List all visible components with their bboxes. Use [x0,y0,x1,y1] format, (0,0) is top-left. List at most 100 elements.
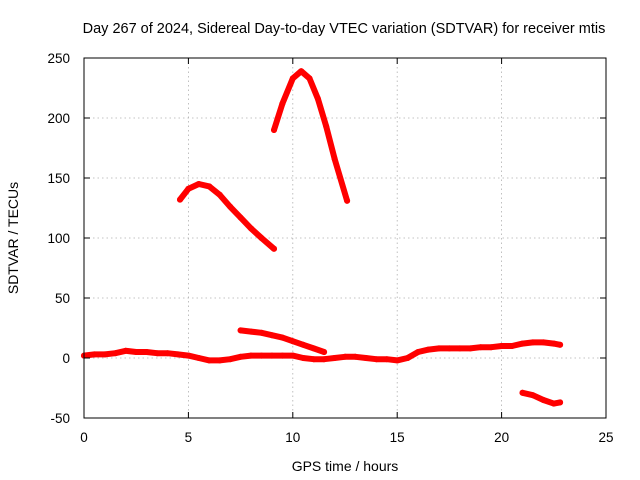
data-point-arc-1 [321,356,328,363]
data-point-arc-3 [279,100,286,107]
data-point-arc-2 [195,181,202,187]
data-point-arc-1 [498,343,505,349]
x-axis-title: GPS time / hours [292,458,399,474]
data-point-arc-1 [133,349,140,355]
data-point-arc-5 [529,392,536,399]
data-point-arc-2 [271,245,277,252]
data-point-arc-1 [101,351,108,358]
data-point-arc-2 [185,185,192,192]
y-tick-label: -50 [50,411,70,426]
series-arc-3 [271,68,351,204]
data-point-arc-1 [300,355,307,361]
data-point-arc-3 [289,75,296,82]
data-point-arc-1 [227,356,234,363]
data-point-arc-2 [258,235,265,241]
data-point-arc-1 [519,340,526,347]
data-point-arc-1 [446,345,453,352]
chart-title: Day 267 of 2024, Sidereal Day-to-day VTE… [83,21,606,37]
data-point-arc-1 [540,339,547,346]
data-point-arc-3 [344,197,351,204]
data-point-arc-3 [271,127,277,133]
data-point-arc-4 [321,349,328,355]
data-point-arc-1 [550,340,557,347]
data-point-arc-1 [436,345,442,352]
x-tick-label: 0 [80,430,88,445]
data-point-arc-1 [154,350,161,357]
data-point-arc-1 [394,357,401,364]
data-point-arc-3 [306,75,313,82]
data-point-arc-1 [268,352,275,359]
data-point-arc-2 [177,196,183,203]
data-point-arc-1 [509,343,515,349]
data-point-arc-1 [362,355,369,361]
data-point-arc-2 [237,214,244,221]
y-tick-label: 200 [47,111,70,126]
data-point-arc-4 [289,338,296,345]
data-point-arc-2 [216,191,223,198]
data-point-arc-1 [352,353,359,360]
y-tick-label: 150 [47,171,70,186]
data-point-arc-5 [557,399,564,406]
data-point-arc-1 [310,356,317,363]
y-tick-label: 50 [55,291,70,306]
data-point-arc-1 [404,355,411,361]
data-point-arc-1 [248,352,254,359]
data-point-arc-1 [258,352,265,359]
x-tick-label: 25 [598,430,613,445]
data-point-arc-2 [206,183,213,190]
data-point-arc-5 [519,389,526,396]
y-tick-label: 0 [62,351,70,366]
data-point-arc-1 [143,349,150,355]
data-point-arc-2 [227,203,234,210]
x-tick-label: 5 [185,430,193,445]
data-point-arc-3 [314,95,321,102]
data-point-arc-4 [300,341,307,348]
data-point-arc-1 [122,347,129,354]
data-point-arc-4 [237,327,244,334]
data-point-arc-3 [323,123,330,130]
y-axis-title: SDTVAR / TECUs [5,182,21,294]
data-point-arc-1 [289,352,296,359]
data-point-arc-1 [342,353,348,360]
data-point-arc-4 [310,345,317,352]
data-point-arc-1 [195,355,202,361]
data-point-arc-1 [467,345,474,352]
data-point-arc-4 [258,329,265,336]
data-point-arc-1 [175,351,181,358]
data-point-arc-2 [248,225,254,232]
data-point-arc-5 [540,397,547,403]
x-tick-label: 10 [285,430,300,445]
data-point-arc-1 [488,344,495,351]
x-tick-label: 15 [390,430,405,445]
data-point-arc-1 [216,357,223,364]
y-tick-label: 250 [47,51,70,66]
data-point-arc-4 [268,332,275,339]
data-point-arc-3 [298,68,305,75]
grid-layer [84,58,606,418]
data-point-arc-1 [279,352,286,359]
x-tick-label: 20 [494,430,509,445]
y-tick-label: 100 [47,231,70,246]
data-point-arc-4 [279,334,286,341]
data-point-arc-1 [185,352,192,359]
data-point-arc-1 [529,339,536,346]
data-point-arc-3 [331,155,338,162]
data-point-arc-1 [415,349,422,355]
data-point-arc-1 [477,344,484,351]
data-point-arc-1 [91,351,98,358]
data-point-arc-1 [331,355,338,361]
data-point-arc-1 [557,341,564,348]
data-point-arc-1 [425,346,432,353]
series-arc-2 [177,181,277,252]
data-point-arc-1 [112,350,119,357]
tick-layer: 0 5 10 15 20 25 -50 0 50 100 150 200 250 [47,51,613,445]
series-layer [81,68,564,407]
data-point-arc-5 [550,400,557,407]
data-point-arc-1 [383,356,390,363]
data-point-arc-1 [237,353,244,360]
data-point-arc-1 [164,350,171,357]
data-point-arc-4 [248,328,254,335]
data-point-arc-1 [206,357,213,364]
data-point-arc-1 [373,356,380,363]
